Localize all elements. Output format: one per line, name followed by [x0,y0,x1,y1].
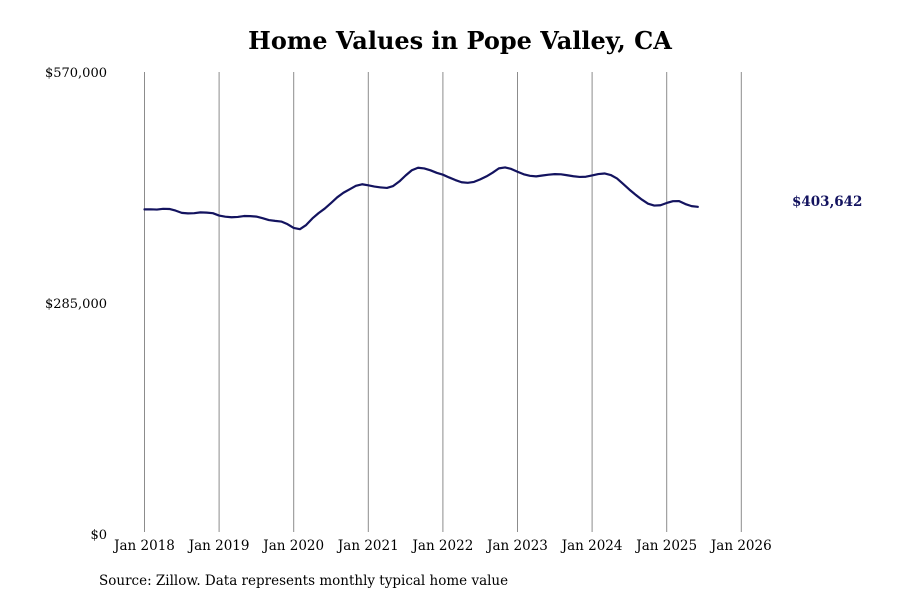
x-axis: Jan 2018 Jan 2019 Jan 2020 Jan 2021 Jan 2022… [112,538,772,554]
vertical-gridlines [144,72,742,532]
y-axis: $570,000 $285,000 $0 [45,66,107,543]
x-tick-label: Jan 2020 [261,538,324,554]
y-tick-label: $0 [90,528,107,543]
x-tick-label: Jan 2019 [187,538,250,554]
x-tick-label: Jan 2025 [634,538,697,554]
series-line-0 [143,166,699,231]
end-value-label: $403,642 [792,194,862,210]
x-tick-label: Jan 2018 [112,538,175,554]
y-tick-label: $285,000 [45,297,107,312]
annotation-layer: $403,642 [792,194,862,210]
series-layer [143,166,699,231]
chart-title: Home Values in Pope Valley, CA [248,26,672,55]
x-tick-label: Jan 2022 [410,538,473,554]
x-tick-label: Jan 2026 [709,538,772,554]
x-tick-label: Jan 2023 [485,538,548,554]
x-tick-label: Jan 2021 [336,538,399,554]
x-tick-label: Jan 2024 [560,538,623,554]
y-tick-label: $570,000 [45,66,107,81]
source-note: Source: Zillow. Data represents monthly … [99,573,509,589]
